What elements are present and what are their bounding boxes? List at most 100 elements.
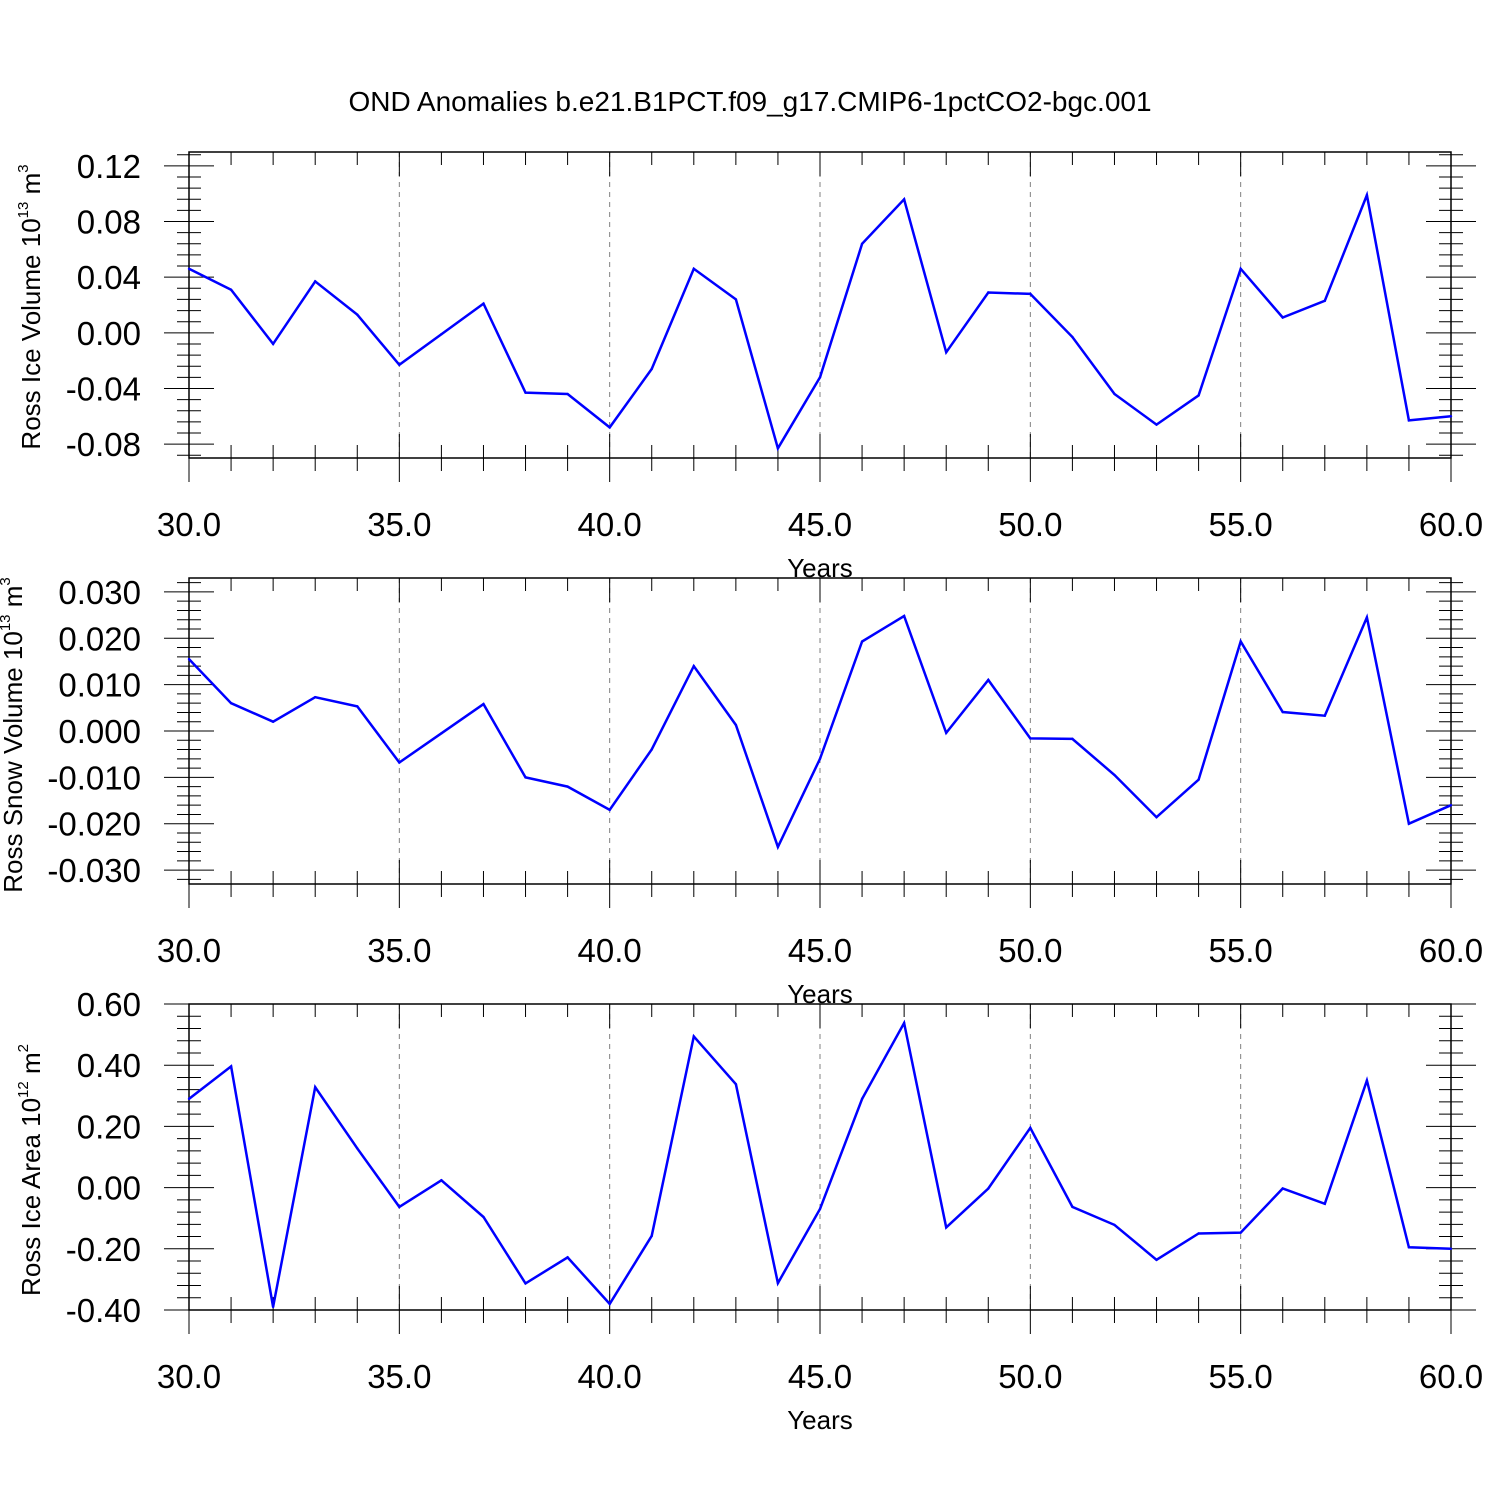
data-point xyxy=(1365,616,1369,619)
data-point xyxy=(1029,737,1032,740)
data-point xyxy=(398,761,401,764)
data-point xyxy=(1155,1258,1158,1262)
y-tick-label: -0.40 xyxy=(66,1292,141,1329)
y-tick-label: -0.010 xyxy=(47,759,141,796)
data-point xyxy=(524,1282,527,1285)
data-point xyxy=(608,808,611,812)
data-point xyxy=(229,701,233,705)
data-point xyxy=(1239,640,1242,643)
data-point xyxy=(271,720,275,723)
y-tick-label: 0.04 xyxy=(77,259,141,296)
data-point xyxy=(692,1035,695,1038)
data-point xyxy=(860,242,864,245)
y-tick-label: 0.00 xyxy=(77,315,141,352)
data-point xyxy=(482,702,485,706)
data-point xyxy=(1197,394,1200,397)
data-point xyxy=(1449,803,1453,807)
data-point xyxy=(902,198,906,201)
data-point xyxy=(902,614,906,618)
data-point xyxy=(818,1207,822,1211)
x-tick-label: 60.0 xyxy=(1419,932,1483,969)
data-point xyxy=(987,1187,990,1190)
data-point xyxy=(1071,335,1074,339)
x-tick-label: 50.0 xyxy=(998,506,1062,543)
y-tick-label: 0.40 xyxy=(77,1047,141,1084)
data-point xyxy=(1323,1202,1327,1206)
data-point xyxy=(945,731,948,735)
y-tick-label: 0.000 xyxy=(58,713,141,750)
y-tick-label: 0.20 xyxy=(77,1108,141,1145)
x-tick-label: 35.0 xyxy=(367,506,431,543)
data-point xyxy=(1365,1079,1369,1082)
x-tick-label: 30.0 xyxy=(157,506,221,543)
data-point xyxy=(692,664,695,668)
data-point xyxy=(1365,193,1369,197)
y-axis-title: Ross Ice Volume 1013 m3 xyxy=(15,164,46,449)
data-point xyxy=(987,678,990,682)
y-tick-label: 0.12 xyxy=(77,148,141,185)
data-point xyxy=(945,351,948,354)
data-point xyxy=(1239,267,1242,271)
y-tick-label: 0.020 xyxy=(58,620,141,657)
data-point xyxy=(1323,714,1327,717)
x-tick-label: 40.0 xyxy=(578,506,642,543)
data-point xyxy=(1155,816,1158,819)
data-point xyxy=(398,1205,401,1209)
x-tick-label: 55.0 xyxy=(1209,506,1273,543)
data-point xyxy=(734,298,738,301)
data-point xyxy=(650,367,653,371)
data-point xyxy=(1071,737,1074,741)
data-point xyxy=(1113,1223,1116,1227)
data-point xyxy=(1281,710,1284,714)
x-tick-label: 35.0 xyxy=(367,1358,431,1395)
data-point xyxy=(902,1021,906,1025)
chart-panel-3: 0.60 0.40 0.20 0.00 -0.20 -0.40 30.0 35.0 40.0 45… xyxy=(15,986,1483,1435)
x-tick-label: 55.0 xyxy=(1209,1358,1273,1395)
data-point xyxy=(1029,292,1032,296)
page-title: OND Anomalies b.e21.B1PCT.f09_g17.CMIP6-… xyxy=(348,86,1152,117)
data-point xyxy=(1239,1231,1242,1234)
data-point xyxy=(692,267,695,271)
x-tick-label: 45.0 xyxy=(788,1358,852,1395)
data-point xyxy=(818,757,822,761)
data-point xyxy=(1449,415,1453,418)
data-point xyxy=(1281,1187,1284,1190)
y-tick-label: 0.010 xyxy=(58,667,141,704)
data-point xyxy=(776,447,780,450)
x-tick-label: 35.0 xyxy=(367,932,431,969)
x-tick-label: 40.0 xyxy=(578,932,642,969)
data-point xyxy=(734,1082,738,1086)
data-point xyxy=(566,785,569,788)
data-point xyxy=(1155,423,1158,426)
x-tick-label: 50.0 xyxy=(998,1358,1062,1395)
y-tick-label: 0.60 xyxy=(77,986,141,1023)
data-point xyxy=(860,1097,864,1101)
data-point xyxy=(1197,1232,1200,1235)
data-point xyxy=(987,291,990,294)
data-point xyxy=(229,1065,233,1068)
data-point xyxy=(524,391,527,394)
x-axis-title: Years xyxy=(787,1405,853,1435)
data-point xyxy=(1029,1126,1032,1130)
data-point xyxy=(229,288,233,291)
y-tick-label: 0.08 xyxy=(77,204,141,241)
data-point xyxy=(1449,1247,1453,1251)
data-point xyxy=(1281,316,1284,319)
x-tick-label: 45.0 xyxy=(788,932,852,969)
data-point xyxy=(482,1215,485,1219)
data-point xyxy=(440,333,443,336)
data-point xyxy=(356,705,359,708)
data-point xyxy=(1113,392,1116,396)
data-point xyxy=(187,1097,191,1101)
x-tick-label: 30.0 xyxy=(157,932,221,969)
data-point xyxy=(314,695,317,699)
y-tick-label: -0.08 xyxy=(66,426,141,463)
y-axis-title: Ross Snow Volume 1013 m3 xyxy=(0,577,28,893)
x-tick-label: 60.0 xyxy=(1419,1358,1483,1395)
data-point xyxy=(187,267,191,271)
data-point xyxy=(314,280,317,283)
data-point xyxy=(1113,773,1116,777)
y-axis-title: Ross Ice Area 1012 m2 xyxy=(15,1044,46,1296)
data-point xyxy=(608,1302,611,1306)
data-point xyxy=(776,1281,780,1285)
